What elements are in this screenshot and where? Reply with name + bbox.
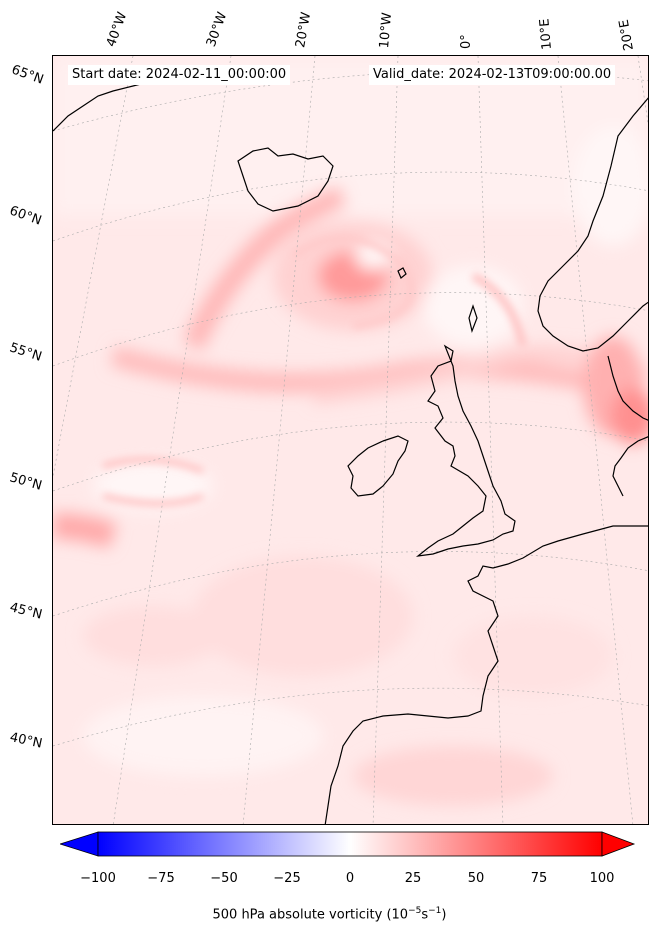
colorbar-tick-neg75: −75 <box>147 871 175 886</box>
colorbar-label-suffix: ) <box>441 907 447 923</box>
colorbar-label-mid: s <box>421 907 429 923</box>
colorbar-tick-neg25: −25 <box>273 871 301 886</box>
scandinavia-coast <box>607 355 648 421</box>
lon-label-30w: 30°W <box>203 10 231 49</box>
shetland-coast <box>468 304 478 334</box>
colorbar-label-exp2: −1 <box>428 906 442 916</box>
lat-label-65n: 65°N <box>9 62 46 88</box>
lon-label-40w: 40°W <box>103 10 131 49</box>
vorticity-map <box>53 56 648 824</box>
lon-label-0: 0° <box>459 34 474 49</box>
lat-label-40n: 40°N <box>8 730 44 752</box>
coastlines <box>53 73 648 824</box>
valid-date-label: Valid_date: 2024-02-13T09:00:00.00 <box>369 65 616 85</box>
colorbar-tick-0: 0 <box>345 871 355 886</box>
colorbar-tick-75: 75 <box>530 871 548 886</box>
colorbar <box>60 831 636 857</box>
longitude-gridlines <box>53 56 648 824</box>
norway-coast <box>537 97 648 352</box>
lat-label-50n: 50°N <box>7 470 44 494</box>
colorbar-label-prefix: 500 hPa absolute vorticity (10 <box>212 907 409 923</box>
lon-label-10w: 10°W <box>377 11 396 49</box>
colorbar-tick-50: 50 <box>467 871 485 886</box>
colorbar-low-extend <box>60 831 99 857</box>
lat-label-60n: 60°N <box>7 203 44 229</box>
vorticity-filaments <box>102 235 527 507</box>
continental-coast <box>324 525 648 824</box>
colorbar-tick-neg100: −100 <box>80 871 116 886</box>
colorbar-tick-100: 100 <box>589 871 615 886</box>
lat-label-55n: 55°N <box>7 340 44 365</box>
latitude-gridlines <box>53 70 648 747</box>
colorbar-high-extend <box>601 831 636 857</box>
colorbar-tick-neg50: −50 <box>210 871 238 886</box>
colorbar-label-exp1: −5 <box>408 906 422 916</box>
iceland-coast <box>237 147 334 212</box>
great-britain-coast <box>415 344 516 557</box>
colorbar-gradient <box>97 831 603 857</box>
lon-label-20w: 20°W <box>293 11 315 50</box>
denmark-coast <box>612 436 648 497</box>
lat-label-45n: 45°N <box>8 600 44 623</box>
map-frame <box>52 55 649 825</box>
lon-label-10e: 10°E <box>537 17 555 51</box>
colorbar-tick-25: 25 <box>404 871 422 886</box>
start-date-label: Start date: 2024-02-11_00:00:00 <box>68 65 291 85</box>
ireland-coast <box>347 435 409 497</box>
colorbar-label: 500 hPa absolute vorticity (10−5s−1) <box>0 906 659 922</box>
faroe-coast <box>397 267 407 279</box>
lon-label-20e: 20°E <box>616 18 637 52</box>
